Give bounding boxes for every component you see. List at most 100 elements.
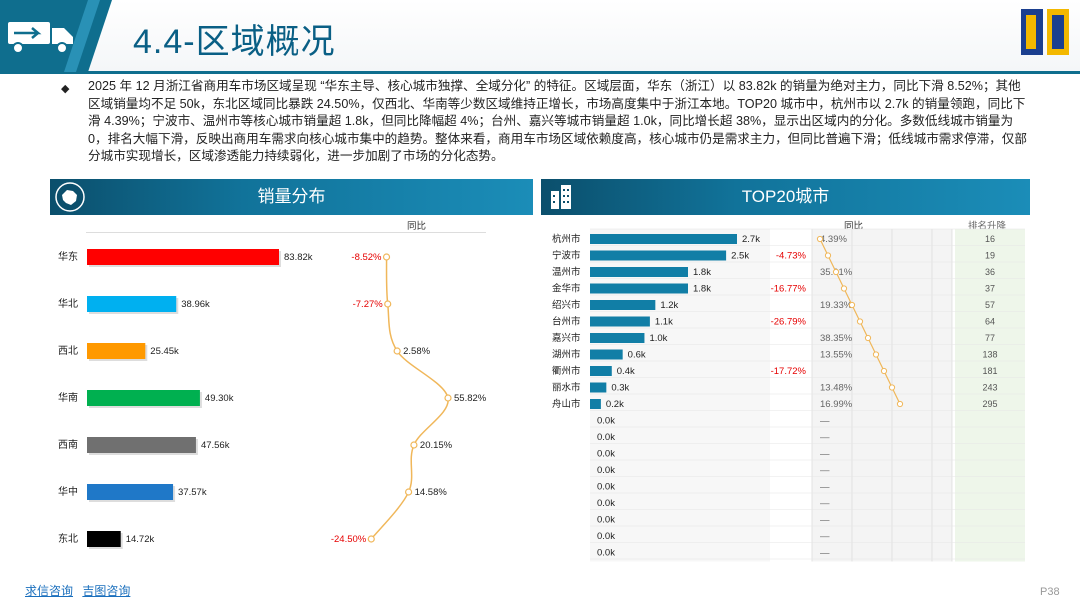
city-label: 嘉兴市 [552, 332, 581, 344]
city-bar [590, 300, 656, 310]
region-yoy-point [384, 300, 392, 308]
city-yoy-label: 13.48% [820, 383, 853, 394]
city-value-label: 0.6k [628, 350, 646, 361]
region-value-label: 83.82k [284, 252, 313, 263]
city-yoy-label: -17.72% [771, 366, 807, 377]
city-value-label: 0.2k [606, 399, 624, 410]
city-yoy-label: — [820, 482, 830, 493]
city-yoy-label: 13.55% [820, 350, 853, 361]
city-yoy-label: — [820, 449, 830, 460]
city-value-label: 1.8k [693, 267, 711, 278]
city-label: 舟山市 [552, 398, 581, 410]
region-bar [87, 343, 146, 359]
rank-area-bg [955, 229, 1025, 562]
left-panel-title: 销量分布 [257, 187, 326, 206]
region-yoy-point [382, 253, 391, 261]
city-yoy-label: 4.39% [820, 234, 847, 245]
city-label: 湖州市 [552, 349, 581, 361]
city-yoy-label: — [820, 548, 830, 559]
region-yoy-point [410, 441, 418, 449]
china-map-icon [55, 182, 85, 212]
city-yoy-point [872, 351, 880, 358]
header-divider [0, 71, 1080, 74]
region-yoy-point [393, 347, 401, 355]
region-yoy-label: 55.82% [454, 393, 487, 404]
city-yoy-label: — [820, 416, 830, 427]
region-label: 西南 [58, 438, 78, 451]
region-bar [87, 531, 121, 547]
city-yoy-point [896, 400, 904, 408]
region-label: 华南 [58, 391, 78, 404]
summary-text: 2025 年 12 月浙江省商用车市场区域呈现 “华东主导、核心城市独撑、全域分… [88, 79, 1027, 163]
city-value-label: 0.0k [597, 482, 615, 493]
header-bar [0, 0, 1080, 72]
city-rank-change: 57 [985, 300, 995, 310]
page-title: 4.4-区域概况 [133, 23, 336, 61]
region-yoy-point [444, 394, 452, 402]
city-yoy-point [840, 285, 848, 292]
yoy-area-bg [812, 229, 952, 562]
header-truck-icon [0, 0, 112, 72]
footer-link-qiuxin[interactable]: 求信咨询 [25, 584, 74, 598]
city-yoy-label: -4.73% [776, 251, 807, 262]
region-yoy-point [404, 488, 413, 496]
region-bar [87, 484, 174, 500]
region-value-label: 49.30k [205, 393, 234, 404]
city-value-label: 1.1k [655, 317, 673, 328]
region-label: 东北 [58, 532, 78, 545]
summary-bullet-icon: ◆ [61, 83, 70, 95]
city-label: 杭州市 [552, 233, 581, 245]
city-yoy-point [824, 252, 832, 259]
city-yoy-label: — [820, 432, 830, 443]
city-rank-change: 295 [982, 399, 997, 409]
region-value-label: 37.57k [178, 487, 207, 498]
city-value-label: 0.0k [597, 465, 615, 476]
region-label: 西北 [58, 345, 78, 357]
city-label: 宁波市 [552, 250, 581, 262]
city-yoy-label: — [820, 498, 830, 509]
region-value-label: 47.56k [201, 440, 230, 451]
region-yoy-point [367, 535, 375, 543]
city-value-label: 0.0k [597, 498, 615, 509]
region-bar [87, 390, 200, 406]
footer-link-jitu[interactable]: 吉图咨询 [82, 584, 131, 598]
region-label: 华北 [58, 297, 78, 310]
region-value-label: 25.45k [150, 346, 179, 357]
city-yoy-label: — [820, 531, 830, 542]
city-bar [590, 333, 645, 343]
city-yoy-point [880, 367, 888, 375]
left-region-chart: 华东 83.82k -8.52% 华北 38.96k -7.27% 西北 25.45k 2.58… [58, 249, 487, 549]
left-yoy-header: 同比 [407, 221, 427, 232]
region-label: 华东 [58, 250, 78, 263]
region-yoy-label: 20.15% [420, 440, 453, 451]
footer-links: 求信咨询 吉图咨询 [25, 582, 136, 599]
region-yoy-label: -24.50% [331, 534, 367, 545]
page-number: P38 [1040, 586, 1060, 598]
city-rank-change: 64 [985, 317, 995, 327]
region-value-label: 38.96k [181, 299, 210, 310]
city-rank-change: 181 [982, 366, 997, 376]
city-yoy-point [888, 384, 896, 391]
brand-logo [1021, 9, 1069, 55]
left-header-rule [86, 232, 486, 233]
city-yoy-point [832, 268, 840, 276]
buildings-icon [551, 185, 571, 209]
city-value-label: 0.3k [611, 383, 629, 394]
region-yoy-label: -8.52% [351, 252, 382, 263]
city-bar [590, 250, 727, 261]
region-yoy-label: -7.27% [353, 299, 384, 310]
region-bar [87, 249, 279, 265]
city-yoy-label: 38.35% [820, 333, 853, 344]
city-yoy-label: 16.99% [820, 399, 853, 410]
city-yoy-point [848, 301, 856, 309]
city-bar [590, 349, 623, 360]
city-value-label: 0.0k [597, 515, 615, 526]
right-yoy-header: 同比 [844, 221, 864, 232]
city-bar [590, 399, 601, 409]
city-value-label: 0.4k [617, 366, 635, 377]
city-label: 台州市 [552, 316, 581, 328]
city-value-label: 0.0k [597, 531, 615, 542]
right-rank-header: 排名升降 [968, 221, 1007, 232]
city-rank-change: 36 [985, 267, 995, 277]
